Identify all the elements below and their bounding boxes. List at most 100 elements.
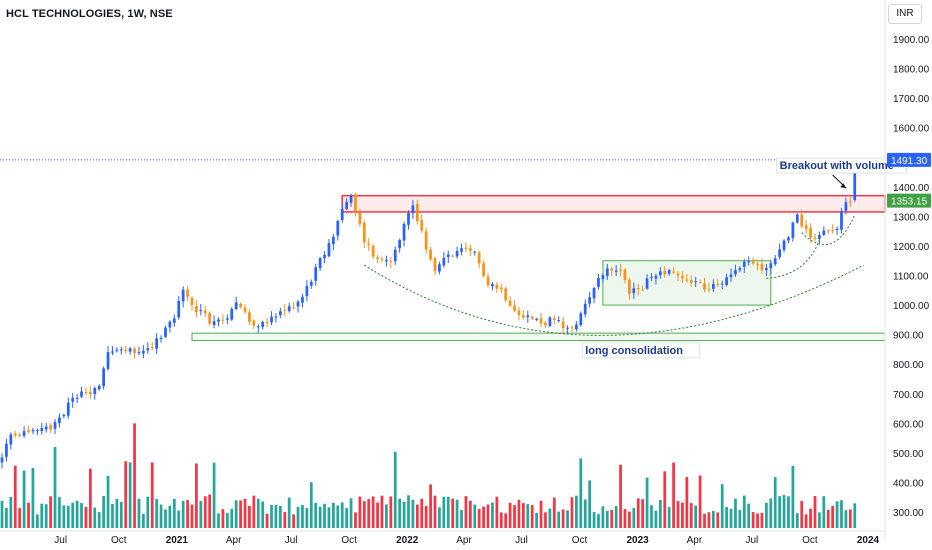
candle-body: [676, 273, 680, 276]
candle-body: [438, 264, 441, 272]
candle: [720, 280, 724, 290]
volume-bar: [548, 508, 552, 528]
volume-bar: [513, 505, 516, 528]
volume-bar: [773, 477, 777, 528]
volume-bar: [124, 461, 128, 528]
x-tick-label: 2024: [857, 535, 880, 546]
volume-bar: [358, 496, 362, 528]
volume-bar: [44, 504, 48, 528]
volume-bar: [190, 504, 194, 528]
candle: [252, 319, 256, 330]
volume-bar: [146, 496, 150, 528]
volume-bar: [186, 500, 189, 528]
candle: [66, 397, 70, 419]
volume-bar: [155, 499, 159, 528]
candle: [75, 394, 79, 403]
candle: [420, 214, 424, 233]
candle-body: [720, 283, 724, 285]
candle-body: [818, 235, 821, 239]
candle: [521, 309, 525, 320]
y-tick-label: 1000.00: [893, 301, 930, 312]
candle-body: [641, 289, 645, 291]
candle: [354, 193, 357, 217]
candle-body: [124, 349, 128, 351]
volume-bar: [782, 495, 786, 528]
candle-body: [102, 368, 105, 387]
volume-bar: [605, 510, 609, 528]
candle: [526, 310, 530, 323]
volume-bar: [747, 503, 751, 528]
volume-bar: [628, 511, 631, 528]
candle: [385, 255, 388, 267]
volume-bar: [707, 512, 711, 528]
x-tick-label: 2023: [626, 535, 649, 546]
y-tick-label: 800.00: [893, 360, 924, 371]
volume-bar: [654, 510, 658, 528]
candle: [274, 313, 278, 323]
y-tick-label: 1900.00: [893, 35, 930, 46]
last-price-tag: 1491.30: [887, 152, 931, 167]
volume-bar: [225, 512, 229, 528]
candle: [40, 422, 44, 435]
x-tick-label: Apr: [456, 535, 472, 546]
candle-body: [826, 230, 830, 232]
x-tick-label: Jul: [54, 535, 67, 546]
volume-bar: [407, 495, 410, 528]
volume-bar: [482, 506, 485, 528]
candle-body: [190, 297, 194, 306]
volume-bar: [791, 465, 795, 528]
candle: [248, 309, 251, 325]
volume-bar: [31, 467, 35, 528]
candle: [756, 259, 759, 271]
candle-body: [195, 306, 198, 313]
candle: [292, 302, 295, 310]
volume-bar: [75, 500, 79, 528]
candle-body: [332, 236, 335, 245]
candle: [535, 317, 538, 322]
volume-bar: [62, 505, 66, 528]
candle-body: [336, 220, 340, 236]
candle-body: [491, 284, 494, 287]
candle-body: [698, 281, 702, 283]
candle: [544, 320, 547, 328]
candle: [71, 392, 75, 408]
candle-body: [579, 313, 583, 326]
volume-bar: [318, 506, 322, 528]
candle: [579, 311, 583, 327]
volume-bar: [535, 512, 538, 528]
volume-bar: [822, 496, 826, 528]
candle: [575, 321, 578, 332]
candle-body: [111, 351, 114, 353]
candle-body: [482, 263, 485, 276]
candle: [482, 260, 485, 278]
y-axis: 300.00 400.00 500.00 600.00 700.00 800.00 900.…: [884, 0, 931, 540]
volume-bar: [349, 498, 353, 528]
candle-body: [530, 316, 534, 319]
volume-bar: [278, 505, 282, 528]
volume-bar: [230, 508, 234, 528]
candle: [318, 257, 322, 272]
candle-body: [495, 284, 499, 289]
candle-body: [225, 318, 229, 320]
volume-bar: [539, 500, 543, 528]
candle: [491, 281, 494, 291]
volume-bar: [314, 502, 318, 528]
candle: [848, 195, 852, 207]
candle-body: [778, 249, 782, 258]
candle-body: [747, 261, 751, 263]
candle-body: [570, 327, 574, 329]
currency-button[interactable]: INR: [888, 4, 922, 24]
candle: [5, 438, 8, 462]
volume-bar: [380, 495, 384, 528]
volume-bar: [729, 508, 733, 528]
candle-body: [535, 318, 538, 321]
candle: [769, 260, 773, 275]
volume-bar: [451, 498, 455, 528]
volume-bar: [442, 496, 446, 528]
volume-bar: [685, 477, 689, 528]
volume-bar: [393, 451, 397, 528]
candle-body: [526, 315, 530, 318]
candle: [738, 266, 742, 273]
